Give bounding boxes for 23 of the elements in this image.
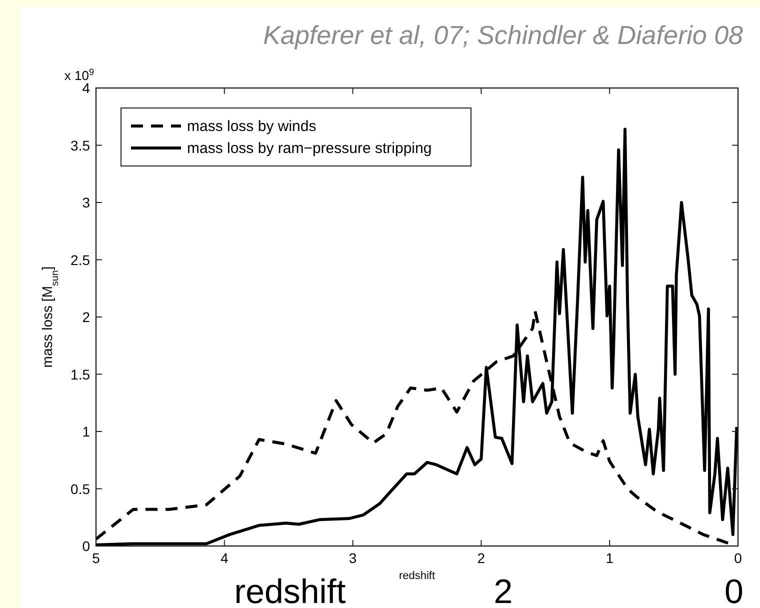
- y-tick-label: 3.5: [70, 137, 90, 154]
- legend-label: mass loss by ram−pressure stripping: [187, 140, 432, 157]
- x-tick-label: 0: [734, 550, 742, 566]
- x-axis-title: redshift: [398, 570, 436, 582]
- y-tick-label: 1: [82, 424, 90, 440]
- y-tick-label: 0.5: [70, 480, 90, 497]
- legend-label: mass loss by winds: [187, 118, 316, 135]
- chart-title: Kapferer et al, 07; Schindler & Diaferio 08: [263, 20, 744, 50]
- x-tick-label: 1: [606, 550, 614, 566]
- x-tick-label: 2: [477, 550, 486, 566]
- x-tick-label: 5: [92, 550, 100, 566]
- y-tick-label: 4: [82, 80, 90, 96]
- y-tick-label: 2.5: [70, 252, 90, 268]
- x-tick-label: 3: [348, 550, 357, 566]
- text: 0: [724, 573, 744, 608]
- x-tick-label: 4: [220, 550, 228, 566]
- y-tick-label: 2: [82, 309, 90, 325]
- y-tick-label: 1.5: [70, 366, 90, 382]
- y-tick-label: 3: [82, 194, 90, 210]
- text: x 10$^{9}$: [64, 67, 94, 83]
- text: redshift: [234, 573, 346, 608]
- y-tick-label: 0: [82, 538, 90, 554]
- text: 2: [494, 573, 513, 608]
